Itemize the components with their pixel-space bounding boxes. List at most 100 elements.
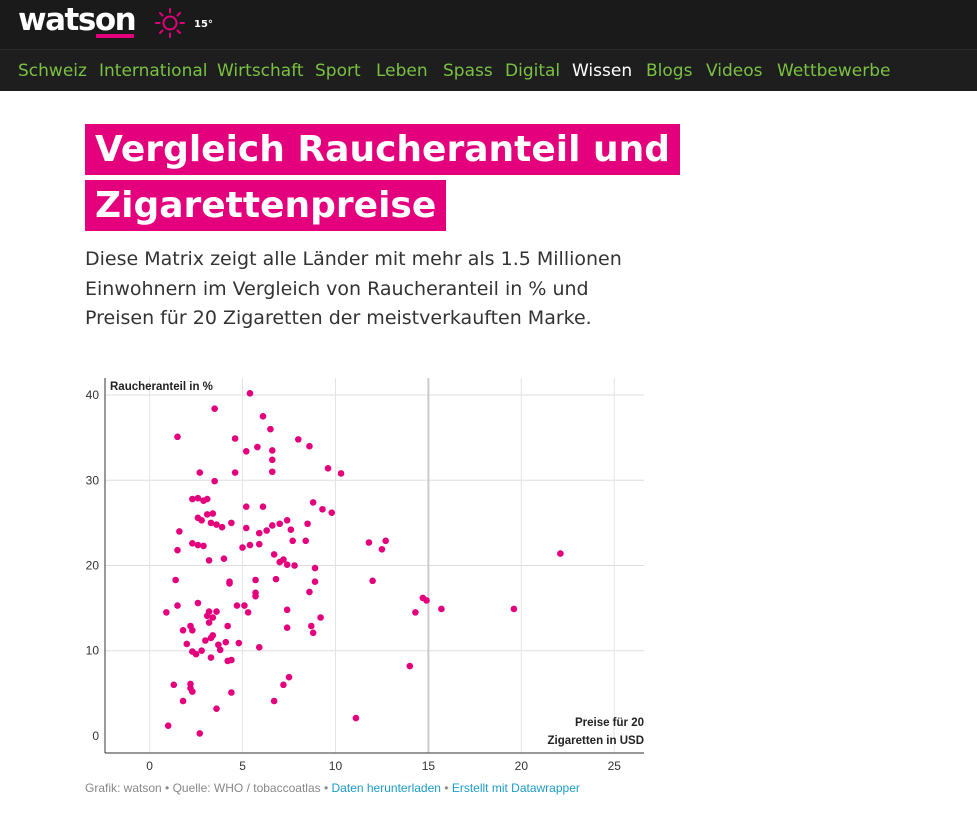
data-point [196,730,204,737]
data-point [196,469,204,476]
x-tick-label: 10 [329,759,343,773]
data-point [369,577,376,585]
data-point [174,546,181,554]
footer-separator: • [444,781,449,795]
nav-item-blogs[interactable]: Blogs [646,61,693,81]
data-point [203,495,211,503]
data-point [218,523,226,531]
data-point [198,647,205,655]
data-point [438,605,445,613]
data-point [557,550,564,557]
data-point [319,505,326,513]
nav-item-sport[interactable]: Sport [315,61,361,81]
nav-item-videos[interactable]: Videos [706,61,763,81]
data-point [213,521,220,528]
data-point [215,641,222,649]
data-point [174,433,181,441]
nav-item-wirtschaft[interactable]: Wirtschaft [217,61,304,81]
data-point [280,556,287,563]
data-point [164,722,172,730]
chart-footer: Grafik: watson • Quelle: WHO / tobaccoat… [85,781,580,795]
y-tick-label: 10 [86,644,100,658]
data-point [270,697,278,705]
data-point [268,456,276,464]
data-point [382,537,389,545]
data-point [308,622,315,630]
article-title-line-1: Vergleich Raucheranteil und [85,124,680,175]
data-point [239,544,246,551]
data-point [189,626,196,634]
data-point [283,561,291,568]
data-point [205,619,213,626]
y-tick-label: 30 [86,473,100,487]
data-point [412,609,419,616]
data-point [337,470,345,477]
data-point [280,681,287,689]
nav-item-schweiz[interactable]: Schweiz [18,61,87,81]
data-point [254,443,261,451]
data-point [246,390,254,397]
nav-item-leben[interactable]: Leben [376,61,428,81]
data-point [189,495,196,503]
data-point [163,609,170,616]
data-point [306,442,313,450]
download-data-link[interactable]: Daten herunterladen [331,781,441,795]
data-point [202,637,209,644]
data-point [244,609,252,616]
data-point [183,640,191,648]
data-point [255,529,263,537]
data-point [231,469,239,476]
data-point [172,576,179,584]
data-point [222,638,230,646]
data-point [309,499,317,506]
data-point [283,624,291,632]
data-point [302,537,310,545]
x-tick-label: 0 [146,759,153,773]
data-point [246,541,254,549]
chart-points [163,390,564,737]
data-point [207,634,215,642]
data-point [272,575,280,583]
sun-icon [155,8,185,38]
nav-item-digital[interactable]: Digital [505,61,561,81]
data-point [263,527,271,534]
data-point [233,602,241,609]
chart-ticks: 0 10 20 30 40 0 5 10 15 20 25 [86,388,622,773]
data-point [194,494,202,502]
data-point [207,654,215,661]
main-nav: Schweiz International Wirtschaft Sport L… [0,50,977,91]
data-point [270,551,278,558]
nav-item-spass[interactable]: Spass [443,61,493,81]
data-point [198,517,205,524]
data-point [283,606,291,614]
x-tick-label: 20 [515,759,529,773]
data-point [174,602,181,609]
data-point [179,626,187,634]
data-point [287,526,295,534]
data-point [365,539,373,546]
data-point [194,541,202,549]
data-point [209,510,217,517]
data-point [211,405,218,412]
scatter-chart: 0 10 20 30 40 0 5 10 15 20 25 Raucheranteil in % P… [86,378,644,773]
data-point [510,605,518,613]
y-tick-label: 40 [86,388,100,402]
data-point [311,578,319,585]
data-point [242,524,250,532]
nav-item-wettbewerbe[interactable]: Wettbewerbe [777,61,891,81]
data-point [235,639,243,647]
data-point [194,599,202,607]
nav-item-international[interactable]: International [99,61,208,81]
data-point [179,697,187,705]
data-point [255,540,263,548]
nav-item-wissen[interactable]: Wissen [572,61,633,81]
logo-underline [96,34,134,38]
data-point [268,522,276,529]
article-subtitle: Diese Matrix zeigt alle Länder mit mehr … [85,248,622,329]
datawrapper-link[interactable]: Erstellt mit Datawrapper [451,781,580,795]
data-point [192,650,200,658]
data-point [255,644,263,651]
watson-logo[interactable]: watson [18,2,137,38]
data-point [242,447,250,455]
data-point [276,520,284,528]
